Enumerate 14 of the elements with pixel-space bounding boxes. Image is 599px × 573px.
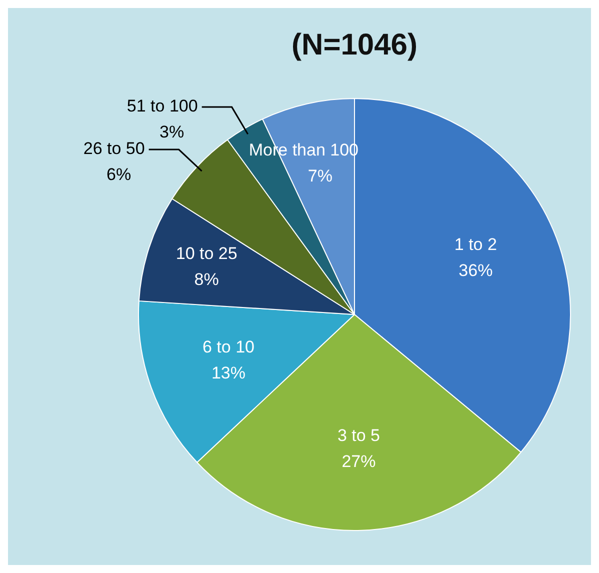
data-label: 3% (160, 122, 184, 142)
slice-label: 3 to 5 (337, 426, 380, 446)
data-label: 6% (106, 165, 132, 184)
data-label: 8% (194, 270, 219, 290)
chart-title: (N=1046) (292, 28, 418, 62)
slice-label: 26 to 50 (83, 139, 145, 158)
slice-label: 10 to 25 (176, 244, 238, 264)
slice-label: 51 to 100 (126, 96, 198, 116)
slice-label: 1 to 2 (454, 235, 497, 254)
data-label: 36% (458, 261, 493, 280)
data-label: 13% (211, 364, 246, 383)
data-label: 7% (308, 166, 332, 186)
data-label: 27% (342, 452, 376, 472)
slice-label: 6 to 10 (202, 338, 254, 357)
